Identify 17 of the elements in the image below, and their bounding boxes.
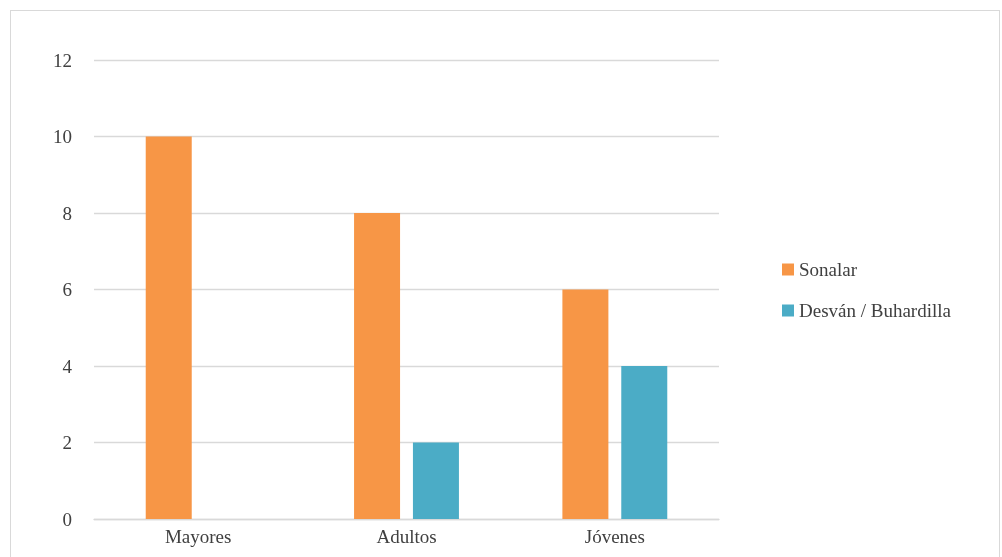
x-tick-label: Adultos	[376, 526, 437, 547]
x-tick-label: Mayores	[164, 526, 232, 547]
y-tick-label: 6	[62, 279, 72, 300]
bar	[145, 136, 192, 519]
bar	[412, 442, 459, 519]
y-tick-label: 2	[62, 432, 72, 453]
y-tick-label: 12	[53, 49, 72, 71]
y-tick-label: 4	[62, 355, 73, 377]
y-tick-label: 10	[53, 126, 72, 147]
bar	[562, 289, 609, 519]
legend-label: Sonalar	[799, 259, 858, 280]
bar	[621, 366, 668, 519]
y-tick-label: 8	[62, 202, 72, 224]
y-tick-label: 0	[62, 508, 72, 530]
legend-label: Desván / Buhardilla	[799, 300, 952, 321]
x-tick-label: Jóvenes	[584, 526, 645, 547]
bar	[354, 213, 401, 519]
